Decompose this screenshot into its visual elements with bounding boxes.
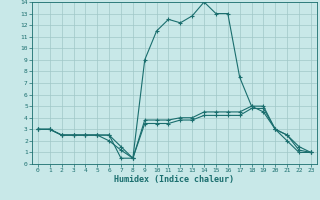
X-axis label: Humidex (Indice chaleur): Humidex (Indice chaleur) — [115, 175, 234, 184]
